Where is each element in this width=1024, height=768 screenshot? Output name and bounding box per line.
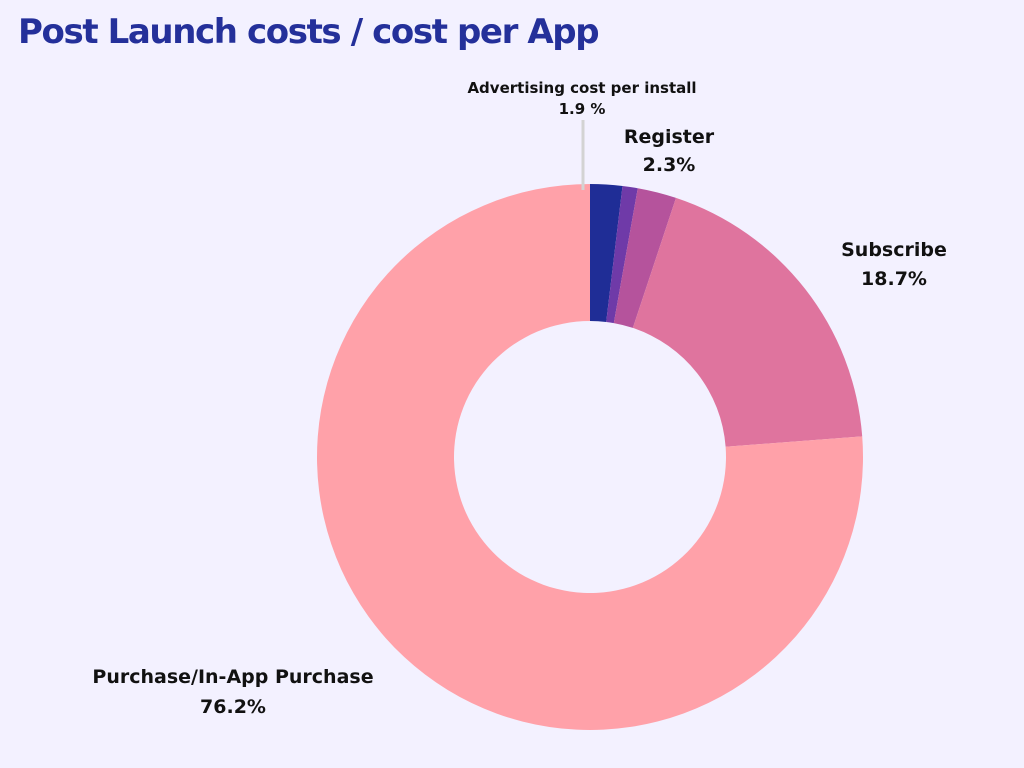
- slice-label-advertising-value: 1.9 %: [559, 100, 606, 118]
- slice-label-subscribe-value: 18.7%: [861, 268, 927, 290]
- slice-label-subscribe: Subscribe 18.7%: [841, 239, 947, 290]
- slice-purchase-in-app-purchase-4: [316, 184, 863, 730]
- slice-label-purchase-name: Purchase/In-App Purchase: [92, 666, 373, 688]
- slice-label-subscribe-name: Subscribe: [841, 239, 947, 261]
- slice-register-2: [613, 188, 676, 328]
- slice-label-advertising-name: Advertising cost per install: [467, 79, 696, 97]
- slice-subscribe-3: [632, 197, 863, 447]
- chart-title: Post Launch costs / cost per App: [18, 12, 600, 52]
- slice-label-register: Register 2.3%: [624, 126, 715, 176]
- slice-label-register-value: 2.3%: [643, 154, 696, 176]
- slice-unlabeled-1: [606, 185, 638, 324]
- donut-slices: [316, 184, 863, 730]
- slice-label-register-name: Register: [624, 126, 715, 148]
- slice-advertising-cost-per-install-0: [590, 184, 623, 322]
- slice-label-advertising: Advertising cost per install 1.9 %: [467, 79, 696, 118]
- slice-label-purchase: Purchase/In-App Purchase 76.2%: [92, 666, 373, 718]
- slice-label-purchase-value: 76.2%: [200, 696, 266, 718]
